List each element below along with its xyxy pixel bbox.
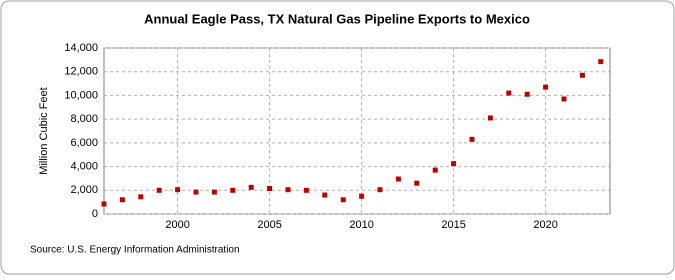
x-tick-label: 2000 xyxy=(165,219,189,231)
y-tick-label: 10,000 xyxy=(64,89,98,101)
x-tick-label: 2020 xyxy=(533,219,557,231)
y-tick-label: 8,000 xyxy=(70,113,98,125)
point xyxy=(469,136,475,142)
point xyxy=(211,189,217,195)
point xyxy=(432,167,438,173)
point xyxy=(524,91,530,97)
source-note: Source: U.S. Energy Information Administ… xyxy=(30,245,240,256)
point xyxy=(561,96,567,102)
x-tick-label: 2015 xyxy=(441,219,465,231)
y-tick-label: 6,000 xyxy=(70,137,98,149)
y-tick-label: 4,000 xyxy=(70,160,98,172)
point xyxy=(451,161,457,167)
point xyxy=(395,176,401,182)
x-tick-label: 2005 xyxy=(257,219,281,231)
point xyxy=(193,189,199,195)
point xyxy=(285,187,291,193)
point xyxy=(138,194,144,200)
point xyxy=(359,193,365,199)
point xyxy=(175,187,181,193)
y-tick-label: 2,000 xyxy=(70,184,98,196)
point xyxy=(267,186,273,192)
point xyxy=(156,187,162,193)
point xyxy=(248,184,254,190)
point xyxy=(322,192,328,198)
point xyxy=(414,180,420,186)
y-tick-label: 0 xyxy=(92,208,98,220)
point xyxy=(230,187,236,193)
x-tick-label: 2010 xyxy=(349,219,373,231)
point xyxy=(303,187,309,193)
point xyxy=(506,90,512,96)
point xyxy=(598,59,604,65)
point xyxy=(340,197,346,203)
point xyxy=(377,187,383,193)
point xyxy=(543,84,549,90)
plot-area xyxy=(103,47,611,215)
y-tick-label: 14,000 xyxy=(64,42,98,54)
point xyxy=(487,115,493,121)
point xyxy=(101,201,107,207)
chart-title: Annual Eagle Pass, TX Natural Gas Pipeli… xyxy=(144,11,530,26)
y-tick-label: 12,000 xyxy=(64,66,98,78)
point xyxy=(579,72,585,78)
y-axis-label: Million Cubic Feet xyxy=(38,87,50,174)
point xyxy=(119,197,125,203)
